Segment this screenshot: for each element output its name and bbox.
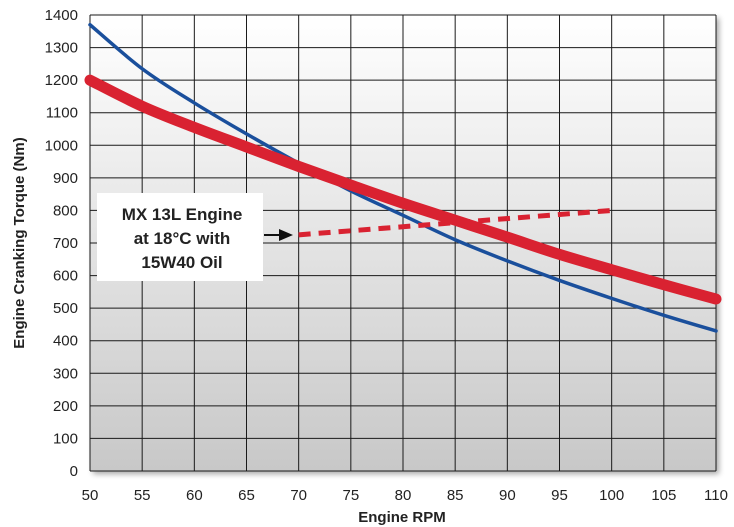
- x-tick-label: 95: [551, 487, 568, 504]
- x-axis-label: Engine RPM: [358, 509, 446, 526]
- y-tick-label: 200: [53, 398, 78, 415]
- x-tick-label: 60: [186, 487, 203, 504]
- x-tick-label: 75: [342, 487, 359, 504]
- y-tick-label: 1400: [45, 7, 78, 24]
- y-tick-label: 1300: [45, 40, 78, 57]
- y-tick-label: 1000: [45, 137, 78, 154]
- annotation-line-1: MX 13L Engine: [122, 205, 243, 224]
- x-axis-ticks: 50 55 60 65 70 75 80 85 90 95 100 105 110: [82, 487, 728, 504]
- x-tick-label: 65: [238, 487, 255, 504]
- x-tick-label: 80: [395, 487, 412, 504]
- y-tick-label: 900: [53, 170, 78, 187]
- annotation-arrowhead: [279, 229, 293, 241]
- red-torque-line: [84, 74, 722, 305]
- annotation-line-3: 15W40 Oil: [141, 253, 222, 272]
- blue-torque-line: [88, 23, 718, 333]
- x-tick-label: 50: [82, 487, 99, 504]
- y-axis-label: Engine Cranking Torque (Nm): [11, 137, 28, 348]
- x-tick-label: 85: [447, 487, 464, 504]
- series-layer: [84, 23, 722, 333]
- grid-lines: [89, 14, 717, 472]
- y-tick-label: 800: [53, 202, 78, 219]
- x-tick-label: 110: [704, 487, 728, 504]
- annotation: MX 13L Engine at 18°C with 15W40 Oil: [97, 193, 293, 281]
- y-tick-label: 500: [53, 300, 78, 317]
- red-dashed-line: [298, 207, 612, 238]
- y-tick-label: 1100: [46, 105, 78, 122]
- y-tick-label: 100: [53, 430, 78, 447]
- x-tick-label: 90: [499, 487, 516, 504]
- y-axis-ticks: 0 100 200 300 400 500 600 700 800 900 1000 1100 1200…: [45, 7, 78, 480]
- y-tick-label: 700: [53, 235, 78, 252]
- annotation-box: [97, 193, 263, 281]
- x-tick-label: 105: [651, 487, 676, 504]
- y-tick-label: 0: [70, 463, 78, 480]
- annotation-line-2: at 18°C with: [134, 229, 231, 248]
- y-tick-label: 1200: [45, 72, 78, 89]
- x-tick-label: 55: [134, 487, 151, 504]
- y-tick-label: 400: [53, 333, 78, 350]
- y-tick-label: 600: [53, 268, 78, 285]
- x-tick-label: 70: [290, 487, 307, 504]
- y-tick-label: 300: [53, 365, 78, 382]
- x-tick-label: 100: [599, 487, 624, 504]
